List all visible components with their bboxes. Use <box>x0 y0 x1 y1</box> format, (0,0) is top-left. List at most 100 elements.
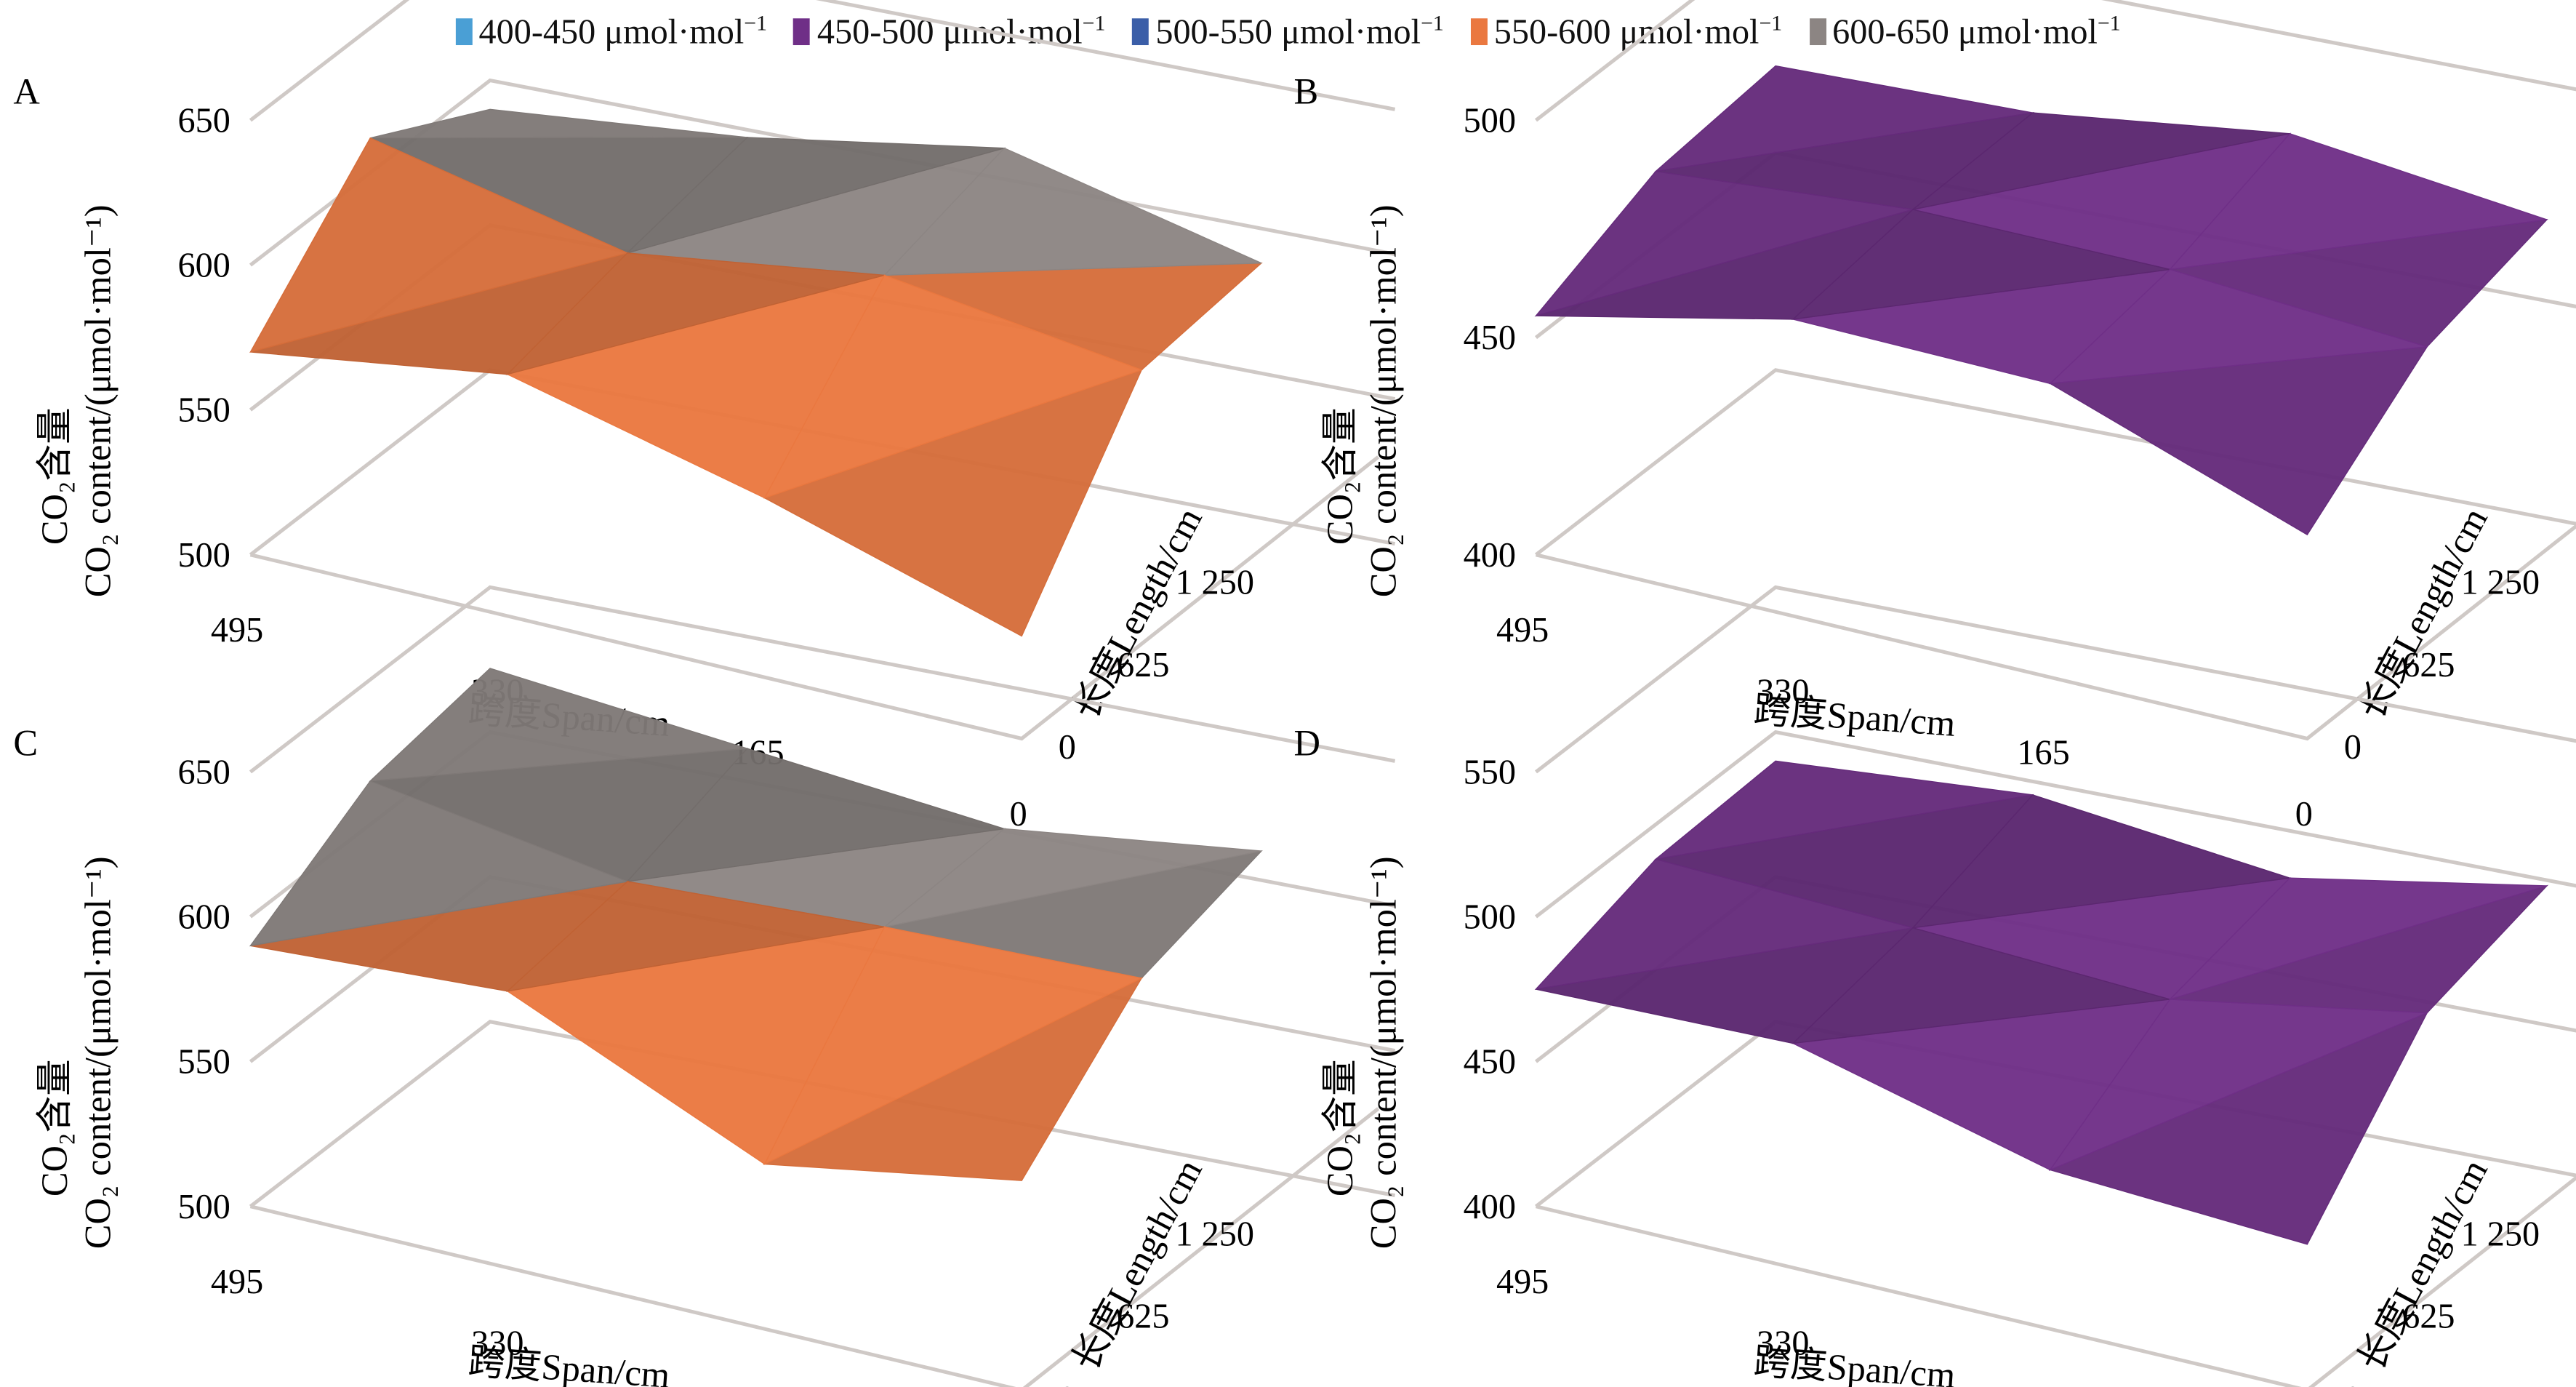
y-tick-label: 0 <box>1059 728 1076 767</box>
surface-facet <box>884 828 1262 928</box>
x-tick-label: 495 <box>1496 611 1549 649</box>
z-tick-label: 500 <box>1464 101 1516 140</box>
surface-facet <box>1654 65 2033 172</box>
x-tick-label: 495 <box>1496 1263 1549 1301</box>
x-tick-label: 165 <box>2017 734 2069 772</box>
surface-facet <box>1791 927 2170 1044</box>
gridline <box>249 0 1396 122</box>
panel-label: D <box>1294 722 1320 763</box>
y-tick-label: 1 250 <box>1176 1215 1254 1253</box>
x-tick-label: 0 <box>2295 795 2313 834</box>
y-tick-label: 625 <box>1117 1298 1169 1336</box>
y-tick-label: 1 250 <box>2461 563 2540 601</box>
legend-item-450-500: 450-500 μmol·mol−1 <box>793 9 1106 54</box>
surface-facet <box>370 108 747 139</box>
legend-swatch <box>793 18 811 46</box>
x-tick-label: 330 <box>1757 672 1809 711</box>
x-tick-label: 495 <box>211 1263 263 1301</box>
z-axis-title-en: CO₂ content/(μmol·mol⁻¹) <box>78 204 119 597</box>
x-tick-label: 495 <box>211 611 263 649</box>
surface-facet <box>763 926 1144 1166</box>
gridline <box>1534 585 2576 774</box>
legend-item-400-450: 400-450 μmol·mol−1 <box>455 10 767 54</box>
floor-edge <box>1535 524 2576 741</box>
surface-facet <box>627 137 1005 254</box>
panel-a: A500550600650495330165006251 250跨度Span/c… <box>13 0 1396 834</box>
legend-swatch <box>1809 18 1826 46</box>
z-tick-label: 500 <box>1464 898 1516 937</box>
z-tick-label: 600 <box>178 247 230 285</box>
z-tick-label: 500 <box>178 1188 230 1226</box>
z-tick-label: 650 <box>178 753 230 791</box>
surface-facet <box>2048 999 2428 1172</box>
surface-facet <box>2170 877 2548 1000</box>
y-tick-label: 0 <box>2344 728 2362 767</box>
z-tick-label: 550 <box>1464 753 1516 791</box>
x-tick-label: 0 <box>1010 795 1027 834</box>
legend-swatch <box>455 18 473 46</box>
surface-facet <box>763 274 1144 499</box>
z-axis-title-en: CO₂ content/(μmol·mol⁻¹) <box>1363 204 1404 597</box>
panel-c: C500550600650495330165006251 250跨度Span/c… <box>13 585 1396 1387</box>
legend-label: 550-600 μmol·mol−1 <box>1493 9 1783 52</box>
y-tick-label: 1 250 <box>2461 1215 2540 1253</box>
y-tick-label: 625 <box>2402 1298 2455 1336</box>
z-axis-title-en: CO₂ content/(μmol·mol⁻¹) <box>1363 856 1404 1249</box>
z-axis-title-cn: CO₂含量 <box>34 407 75 545</box>
z-tick-label: 400 <box>1464 536 1516 575</box>
z-axis-title-en: CO₂ content/(μmol·mol⁻¹) <box>78 856 119 1249</box>
z-tick-label: 400 <box>1464 1188 1516 1226</box>
z-tick-label: 650 <box>178 101 230 140</box>
surface-facet <box>1534 170 1914 317</box>
panel-label: C <box>13 722 38 763</box>
surface-facet <box>505 881 885 992</box>
z-axis-title-cn: CO₂含量 <box>1320 407 1360 545</box>
y-axis-title: 长度Length/cm <box>1064 1153 1210 1378</box>
legend: 400-450 μmol·mol−1 450-500 μmol·mol−1 50… <box>0 7 2576 57</box>
legend-item-500-550: 500-550 μmol·mol−1 <box>1132 10 1444 54</box>
z-tick-label: 550 <box>178 1043 230 1082</box>
gridline <box>249 585 1396 774</box>
y-axis-title: 长度Length/cm <box>2350 1153 2495 1378</box>
x-axis-title: 跨度Span/cm <box>1752 1341 1957 1387</box>
surface-facet <box>249 137 629 353</box>
panel-label: A <box>13 71 40 111</box>
legend-label: 600-650 μmol·mol−1 <box>1832 9 2121 52</box>
y-tick-label: 1 250 <box>1176 563 1254 601</box>
x-axis-title: 跨度Span/cm <box>467 1341 671 1387</box>
surface-facet <box>2048 268 2428 385</box>
surface-facet <box>249 780 630 947</box>
legend-swatch <box>1470 18 1488 46</box>
surface-facet <box>1791 209 2170 320</box>
surface-facet <box>1911 794 2290 929</box>
legend-label: 500-550 μmol·mol−1 <box>1155 9 1444 52</box>
z-tick-label: 500 <box>178 536 230 575</box>
legend-item-550-600: 550-600 μmol·mol−1 <box>1470 9 1783 54</box>
gridline <box>1534 0 2576 122</box>
x-tick-label: 330 <box>1757 1324 1809 1362</box>
y-axis-title: 长度Length/cm <box>2350 501 2495 726</box>
floor-edge <box>249 1107 1380 1387</box>
surface-facet <box>505 252 885 375</box>
surface-facet <box>1653 760 2033 860</box>
gridline <box>249 1020 1396 1208</box>
z-tick-label: 450 <box>1464 1043 1516 1082</box>
surface-facet <box>2168 132 2548 271</box>
surface-facet <box>369 668 747 782</box>
y-tick-label: 0 <box>1059 1380 1076 1387</box>
z-tick-label: 450 <box>1464 319 1516 357</box>
panel-label: B <box>1294 71 1319 111</box>
z-axis-title-cn: CO₂含量 <box>34 1059 75 1196</box>
gridline <box>1534 730 2576 919</box>
legend-label: 450-500 μmol·mol−1 <box>816 9 1106 52</box>
floor-edge <box>249 455 1380 741</box>
y-axis-title: 长度Length/cm <box>1064 501 1210 726</box>
z-tick-label: 550 <box>178 391 230 430</box>
legend-label: 400-450 μmol·mol−1 <box>478 9 768 52</box>
legend-item-600-650: 600-650 μmol·mol−1 <box>1809 10 2121 54</box>
panel-d: D 400 450 500 550 495 330 165 00 625 1 250 跨度Span/c… <box>1294 585 2576 1387</box>
surface-facet <box>1534 858 1914 991</box>
gridline <box>1534 368 2576 556</box>
